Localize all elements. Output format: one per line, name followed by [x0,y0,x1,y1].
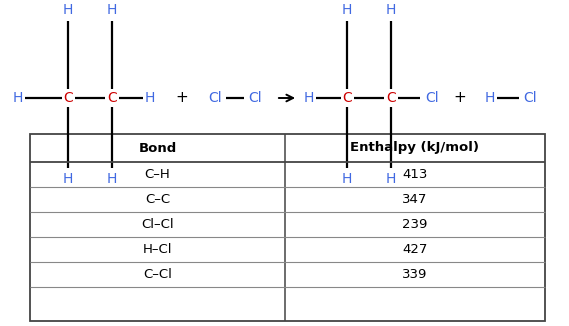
Text: C: C [107,91,117,105]
Text: H: H [13,91,23,105]
Text: 239: 239 [402,218,428,231]
Text: H: H [386,3,396,17]
Bar [30,134,545,321]
Text: C: C [342,91,352,105]
Text: 413: 413 [402,168,428,181]
Text: Cl: Cl [208,91,222,105]
Text: C–C: C–C [145,193,170,206]
Text: H: H [342,3,352,17]
Text: Cl–Cl: Cl–Cl [141,218,174,231]
Text: Cl: Cl [425,91,439,105]
Text: C–H: C–H [145,168,170,181]
Text: H: H [107,172,117,186]
Text: +: + [176,91,188,106]
Text: Enthalpy (kJ/mol): Enthalpy (kJ/mol) [351,141,480,155]
Text: C: C [386,91,396,105]
Text: Cl: Cl [523,91,537,105]
Text: +: + [453,91,467,106]
Text: 347: 347 [402,193,428,206]
Text: H: H [145,91,155,105]
Text: H: H [386,172,396,186]
Text: H: H [107,3,117,17]
Text: Cl: Cl [248,91,262,105]
Text: 427: 427 [402,243,428,256]
Text: H–Cl: H–Cl [143,243,172,256]
Text: H: H [485,91,495,105]
Text: C–Cl: C–Cl [143,268,172,281]
Text: C: C [63,91,73,105]
Text: Bond: Bond [138,141,176,155]
Text: H: H [342,172,352,186]
Text: H: H [63,172,73,186]
Text: 339: 339 [402,268,428,281]
Text: H: H [63,3,73,17]
Text: H: H [304,91,314,105]
